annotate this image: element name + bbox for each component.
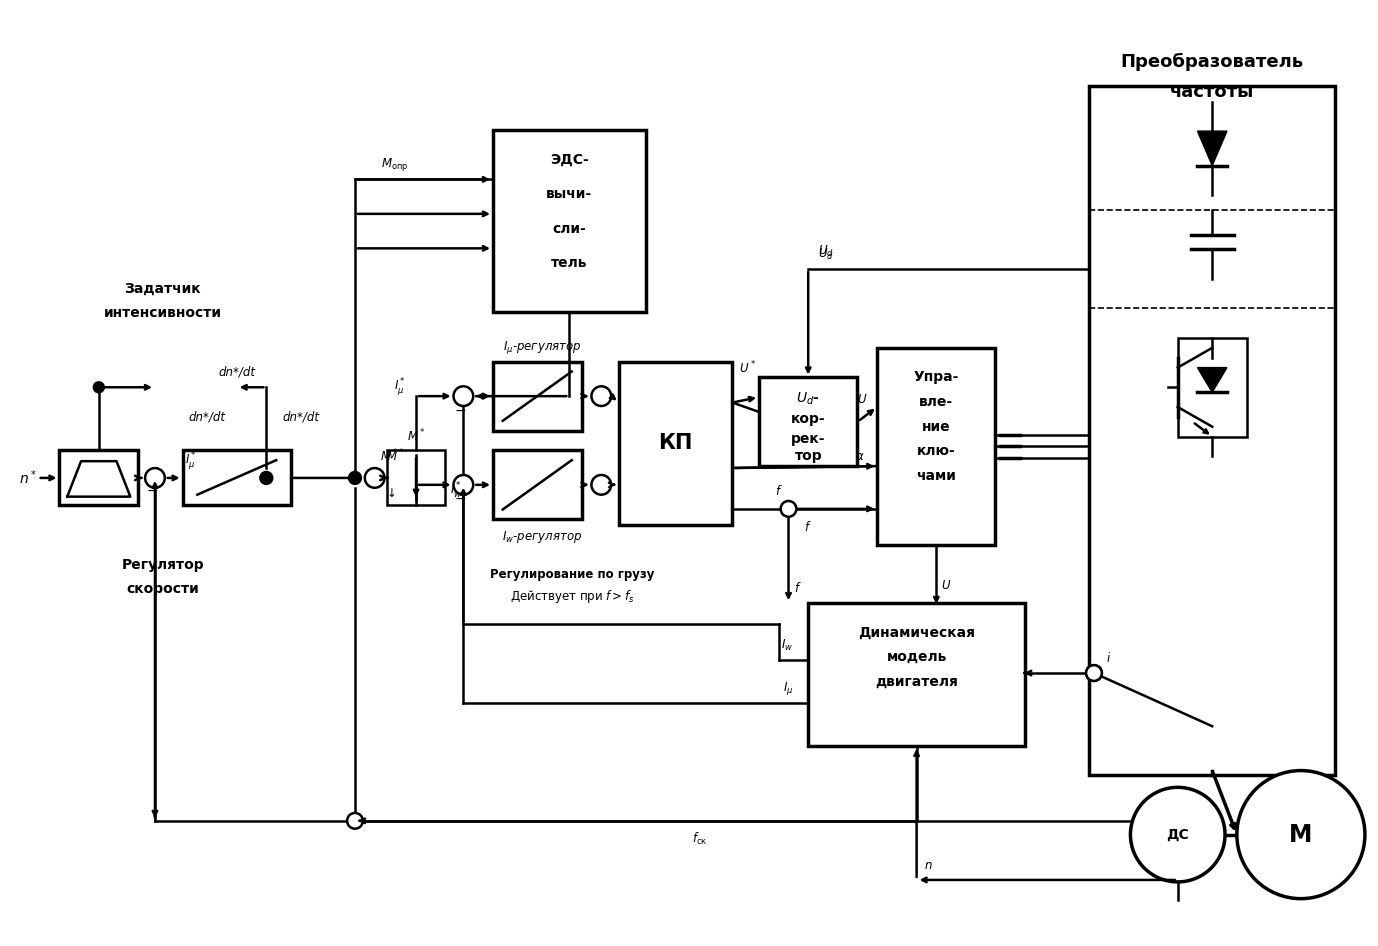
Text: $I_\mu^*$: $I_\mu^*$ — [394, 377, 407, 398]
Bar — [1089, 86, 1335, 776]
Text: тор: тор — [794, 449, 823, 464]
Text: рек-: рек- — [791, 431, 825, 446]
Text: вле-: вле- — [919, 395, 954, 409]
Circle shape — [1086, 665, 1102, 681]
Circle shape — [347, 813, 362, 829]
Text: Действует при $f > f_s$: Действует при $f > f_s$ — [510, 587, 634, 604]
Text: $I_\mu^*$: $I_\mu^*$ — [185, 450, 197, 472]
Text: $U^*$: $U^*$ — [739, 359, 755, 376]
Circle shape — [591, 475, 612, 495]
Text: скорости: скорости — [127, 583, 200, 596]
Text: Задатчик: Задатчик — [124, 282, 201, 296]
Circle shape — [1086, 665, 1102, 681]
Text: ЭДС-: ЭДС- — [550, 152, 588, 166]
Text: $f$: $f$ — [774, 484, 783, 499]
Text: $M^*$: $M^*$ — [379, 448, 398, 464]
Bar — [493, 450, 582, 519]
Bar — [493, 361, 582, 430]
Text: Регулирование по грузу: Регулирование по грузу — [489, 568, 655, 581]
Text: $n^*$: $n^*$ — [19, 468, 37, 487]
Text: dn*/dt: dn*/dt — [218, 365, 255, 378]
Bar — [878, 348, 995, 545]
Text: $f$: $f$ — [795, 581, 802, 595]
Text: dn*/dt: dn*/dt — [282, 411, 320, 424]
Text: Динамическая: Динамическая — [858, 625, 976, 639]
Text: −: − — [455, 404, 466, 418]
Circle shape — [453, 386, 473, 406]
Circle shape — [1130, 787, 1225, 882]
Text: dn*/dt: dn*/dt — [189, 411, 226, 424]
Text: Регулятор: Регулятор — [121, 557, 204, 571]
Text: −: − — [146, 483, 158, 498]
Text: $U_d$: $U_d$ — [819, 244, 834, 259]
Bar — [387, 450, 445, 504]
Bar — [182, 450, 291, 504]
Text: $I_w^*$: $I_w^*$ — [449, 481, 462, 500]
Polygon shape — [68, 462, 131, 497]
Text: чами: чами — [916, 469, 956, 483]
Text: $U_d$: $U_d$ — [819, 247, 834, 262]
Text: вычи-: вычи- — [546, 187, 593, 201]
Text: $I_\mu$: $I_\mu$ — [783, 680, 794, 697]
Text: Упра-: Упра- — [914, 371, 959, 384]
Text: $\alpha$: $\alpha$ — [854, 449, 864, 463]
Bar — [809, 603, 1025, 746]
Text: $I_\mu$-регулятор: $I_\mu$-регулятор — [503, 340, 582, 357]
Text: $I_w$-регулятор: $I_w$-регулятор — [502, 529, 583, 545]
Circle shape — [94, 382, 103, 393]
Bar — [619, 361, 732, 525]
Text: $U$: $U$ — [941, 579, 951, 592]
Text: $M^*$: $M^*$ — [386, 448, 404, 464]
Circle shape — [145, 468, 165, 488]
Text: ние: ние — [922, 420, 951, 433]
Text: М: М — [1290, 823, 1313, 847]
Text: $f$: $f$ — [805, 519, 812, 534]
Text: $f_{\text{ск}}$: $f_{\text{ск}}$ — [692, 831, 707, 847]
Text: двигателя: двигателя — [875, 674, 958, 689]
Text: тель: тель — [551, 256, 587, 271]
Circle shape — [349, 472, 361, 483]
Text: кор-: кор- — [791, 412, 825, 426]
Text: $\downarrow$: $\downarrow$ — [383, 487, 395, 500]
Text: ДС: ДС — [1166, 828, 1189, 842]
Text: −: − — [455, 492, 466, 505]
Bar — [493, 131, 646, 312]
Circle shape — [1237, 771, 1366, 899]
Polygon shape — [1197, 131, 1226, 166]
Text: Преобразователь: Преобразователь — [1120, 53, 1304, 71]
Text: $M^*$: $M^*$ — [407, 428, 426, 444]
Text: интенсивности: интенсивности — [103, 307, 222, 321]
Bar — [1178, 338, 1247, 436]
Text: $M_{\mathrm{опр}}$: $M_{\mathrm{опр}}$ — [380, 156, 408, 173]
Text: сли-: сли- — [553, 221, 586, 236]
Polygon shape — [1197, 368, 1226, 393]
Text: $n$: $n$ — [925, 859, 933, 871]
Circle shape — [591, 386, 612, 406]
Text: $i$: $i$ — [1107, 651, 1111, 665]
Text: клю-: клю- — [916, 445, 956, 458]
Text: $I_w$: $I_w$ — [781, 638, 794, 653]
Circle shape — [365, 468, 384, 488]
Text: $U_d$-: $U_d$- — [796, 391, 820, 408]
Text: частоты: частоты — [1170, 82, 1254, 100]
Text: КП: КП — [659, 433, 693, 453]
Text: $U$: $U$ — [857, 393, 868, 406]
Circle shape — [453, 475, 473, 495]
Bar — [759, 377, 857, 466]
Circle shape — [780, 501, 796, 517]
Circle shape — [260, 472, 273, 483]
Bar — [59, 450, 138, 504]
Text: модель: модель — [886, 650, 947, 664]
Circle shape — [783, 503, 795, 515]
